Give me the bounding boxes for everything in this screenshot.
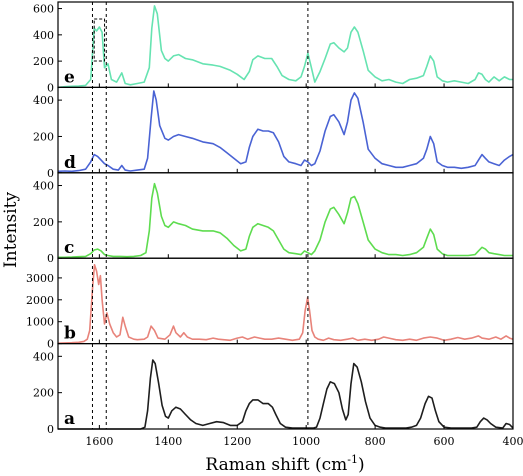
y-tick-label-c-200: 200 <box>33 216 54 229</box>
panel-frame-c <box>57 172 514 259</box>
panel-letter-e: e <box>64 67 75 87</box>
x-tick-label-1400: 1400 <box>154 435 182 448</box>
y-tick-label-e-600: 600 <box>33 3 54 16</box>
x-tick-label-600: 600 <box>434 435 455 448</box>
panel-d: 0 200 400 d <box>33 86 514 180</box>
y-tick-label-c-0: 0 <box>47 252 54 265</box>
panel-letter-b: b <box>64 324 76 344</box>
spectrum-line-a <box>58 359 514 430</box>
y-tick-label-b-3000: 3000 <box>26 272 54 285</box>
panel-frame-d <box>57 86 514 174</box>
y-tick-label-a-400: 400 <box>33 350 54 363</box>
highlight-box <box>93 18 106 62</box>
panel-frame-a <box>57 343 514 430</box>
x-axis-title-main: Raman shift (cm <box>205 455 347 475</box>
panel-a: 0 200 400 a <box>33 343 514 436</box>
y-axis-title: Intensity <box>1 192 21 268</box>
y-tick-label-e-200: 200 <box>33 55 54 68</box>
spectrum-line-b <box>57 264 514 344</box>
x-axis-title: Raman shift (cm-1) <box>205 453 364 475</box>
reference-lines <box>91 2 309 429</box>
x-tick-label-1600: 1600 <box>85 435 113 448</box>
x-axis-title-suffix: ) <box>358 455 365 475</box>
panel-letter-d: d <box>64 153 76 173</box>
x-tick-label-400: 400 <box>503 435 523 448</box>
panel-e: 0 200 400 600 e <box>33 1 514 94</box>
y-tick-label-d-400: 400 <box>33 94 54 107</box>
panel-b: 0 1000 2000 3000 b <box>26 257 514 351</box>
x-axis-title-superscript: -1 <box>347 453 358 466</box>
y-tick-label-c-400: 400 <box>33 180 54 193</box>
x-tick-label-1000: 1000 <box>292 435 320 448</box>
spectra-panels: 0200400600e0200400d0200400c0100020003000… <box>26 1 514 436</box>
y-tick-label-d-200: 200 <box>33 130 54 143</box>
panel-letter-c: c <box>64 238 74 258</box>
y-tick-label-a-200: 200 <box>33 387 54 400</box>
y-tick-label-b-1000: 1000 <box>26 316 54 329</box>
panel-letter-a: a <box>64 409 75 429</box>
panel-c: 0 200 400 c <box>33 172 514 265</box>
spectrum-line-e <box>57 5 513 89</box>
y-tick-label-d-0: 0 <box>47 167 54 180</box>
y-tick-label-e-400: 400 <box>33 29 54 42</box>
panel-frame-e <box>57 1 514 89</box>
x-tick-label-800: 800 <box>365 435 386 448</box>
x-tick-label-1200: 1200 <box>223 435 251 448</box>
spectrum-line-c <box>58 182 513 259</box>
y-tick-label-b-2000: 2000 <box>26 294 54 307</box>
y-tick-label-e-0: 0 <box>47 81 54 94</box>
y-tick-label-a-0: 0 <box>47 423 54 436</box>
x-axis: 1600 1400 1200 1000 800 600 400 <box>85 435 523 448</box>
spectrum-line-d <box>57 90 514 173</box>
y-tick-label-b-0: 0 <box>47 338 54 351</box>
